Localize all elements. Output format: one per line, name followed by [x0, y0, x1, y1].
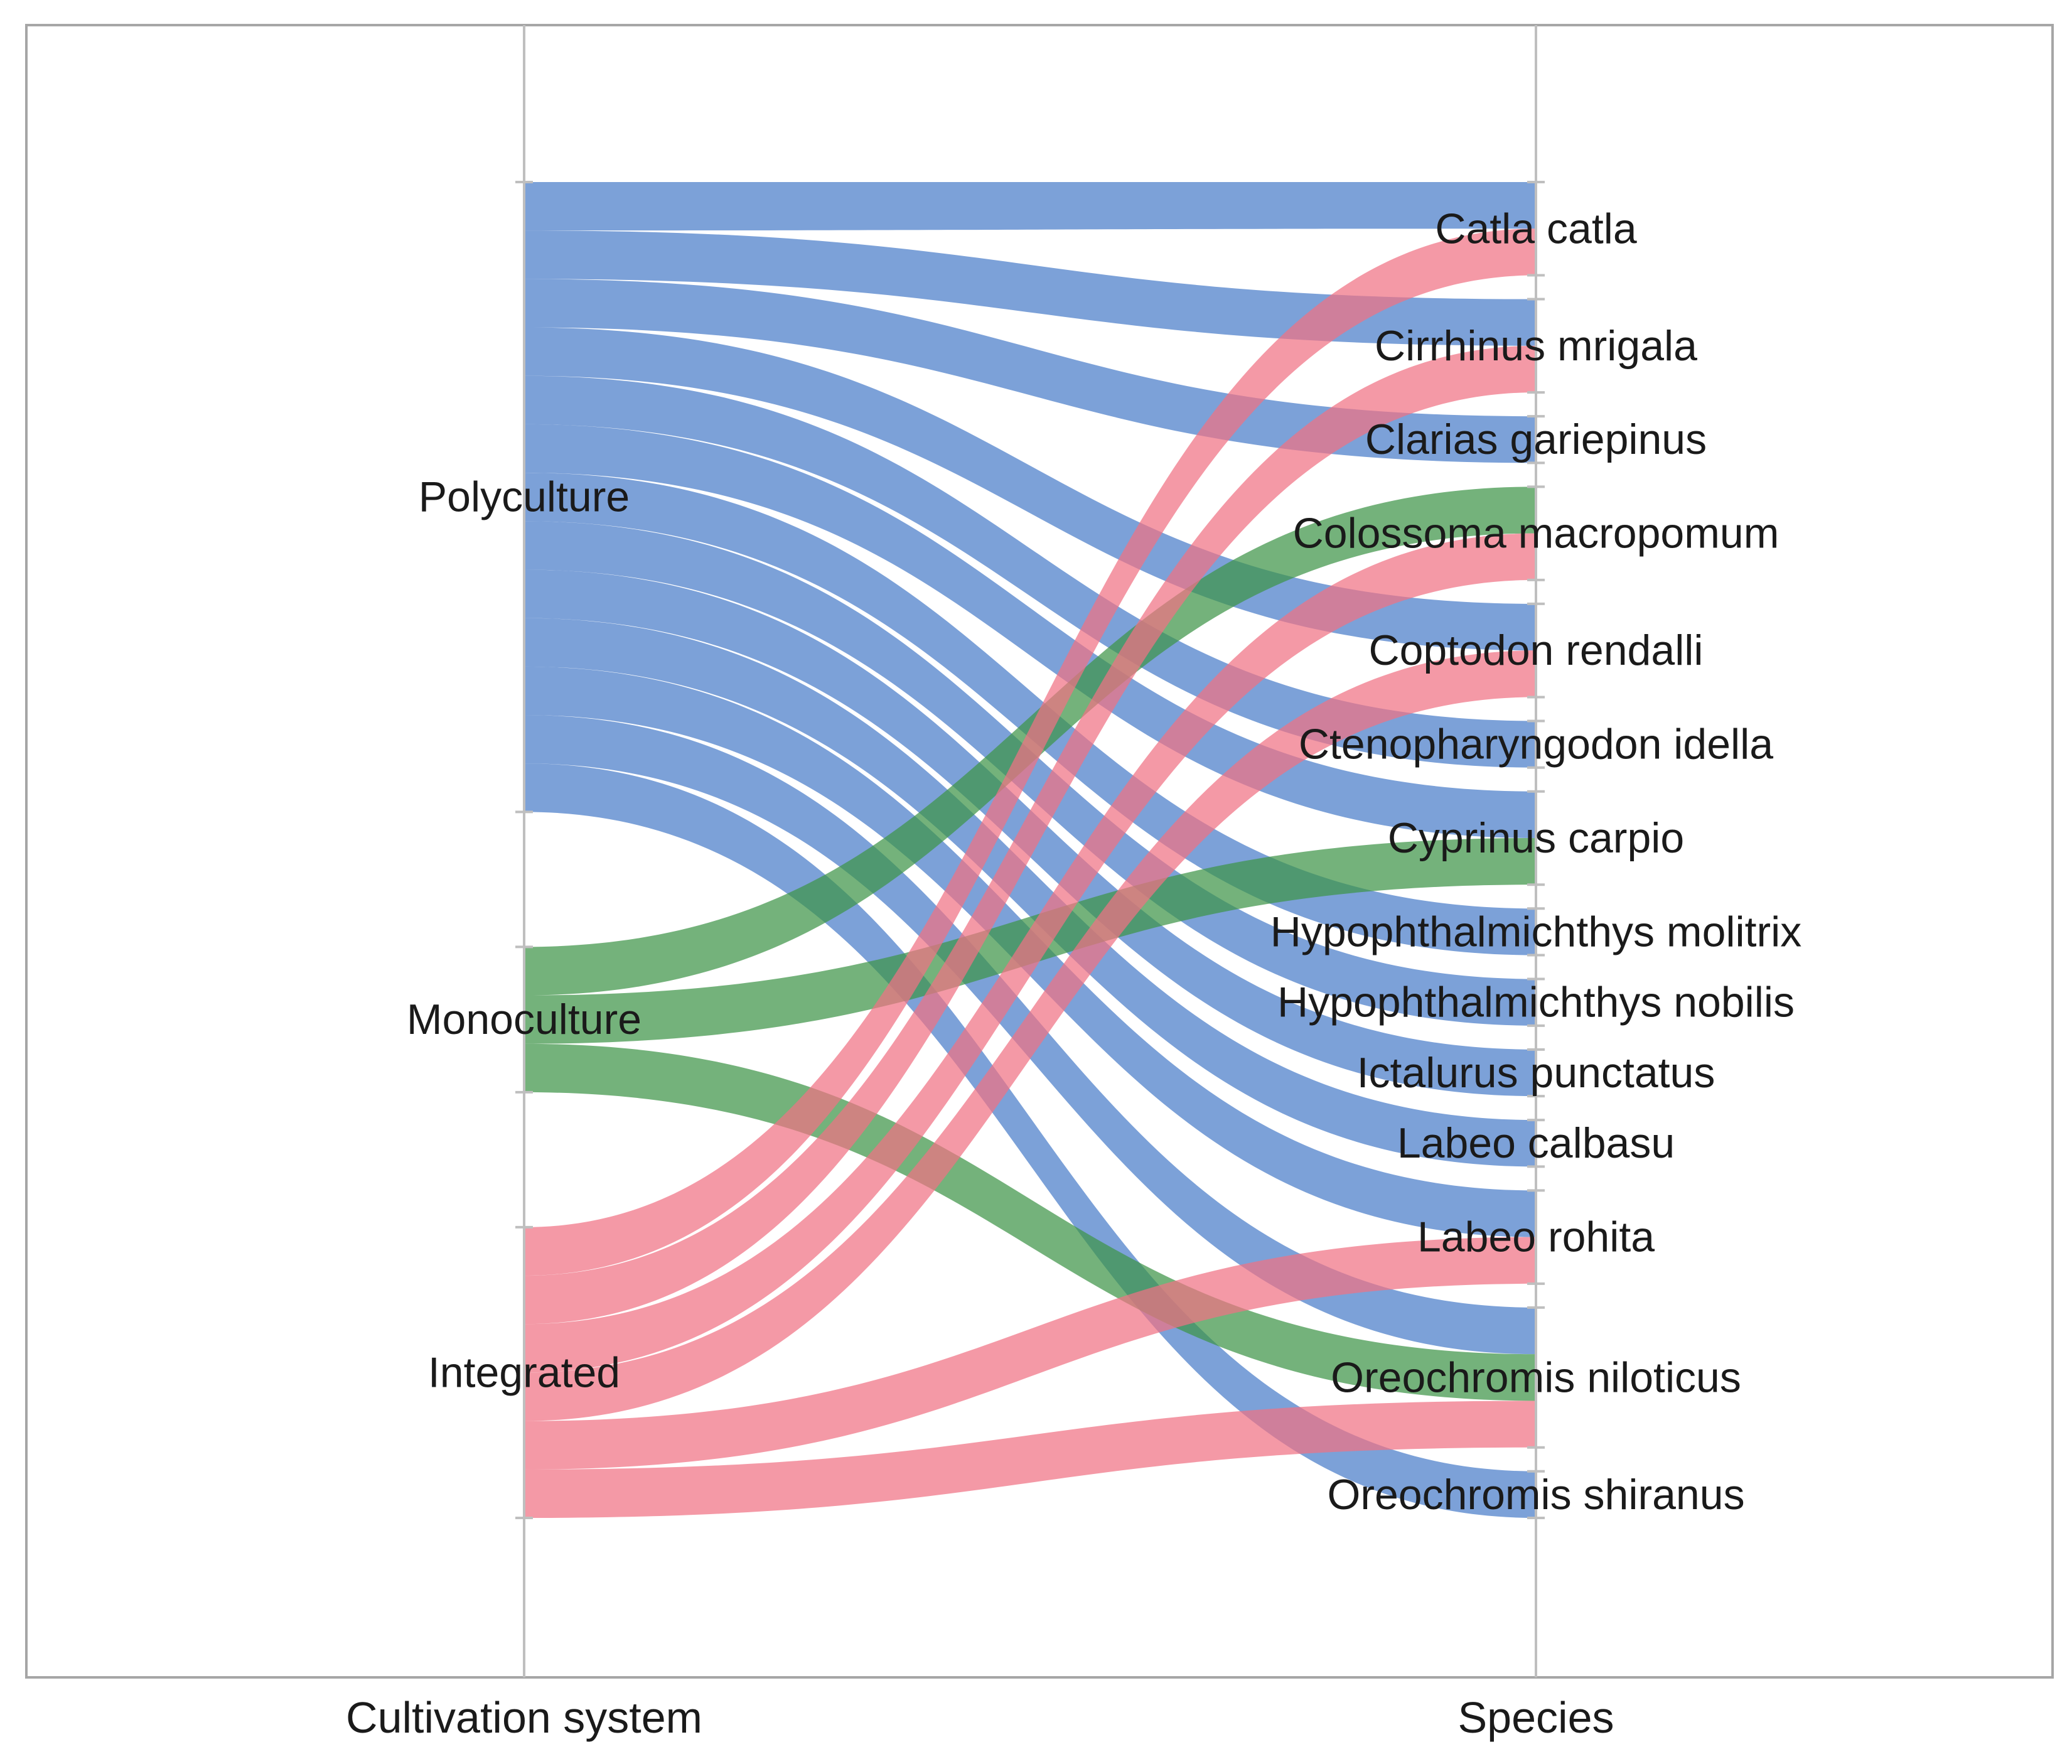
flow-polyculture-labeo-calbasu — [524, 618, 1536, 1167]
flow-polyculture-hypophthalmichthys-molitrix — [524, 473, 1536, 955]
species-label-oreochromis-shiranus: Oreochromis shiranus — [1327, 1471, 1744, 1519]
flow-polyculture-catla-catla — [524, 182, 1536, 231]
species-label-catla-catla: Catla catla — [1435, 205, 1636, 252]
species-label-colossoma-macropomum: Colossoma macropomum — [1293, 510, 1779, 557]
flow-integrated-coptodon-rendalli — [524, 650, 1536, 1421]
dimension-label-left: Cultivation system — [346, 1693, 702, 1742]
species-label-ctenopharyngodon-idella: Ctenopharyngodon idella — [1299, 721, 1773, 768]
flow-polyculture-cirrhinus-mrigala — [524, 230, 1536, 346]
flow-integrated-oreochromis-niloticus — [524, 1401, 1536, 1518]
species-label-ictalurus-punctatus: Ictalurus punctatus — [1357, 1049, 1715, 1097]
system-label-integrated: Integrated — [428, 1348, 620, 1396]
flow-polyculture-clarias-gariepinus — [524, 279, 1536, 463]
flow-ribbons — [524, 182, 1536, 1518]
species-label-hypophthalmichthys-nobilis: Hypophthalmichthys nobilis — [1277, 979, 1795, 1026]
species-label-cyprinus-carpio: Cyprinus carpio — [1388, 814, 1684, 862]
flow-polyculture-ctenopharyngodon-idella — [524, 375, 1536, 768]
flow-polyculture-cyprinus-carpio — [524, 424, 1536, 838]
dimension-axes — [515, 25, 1545, 1677]
species-label-oreochromis-niloticus: Oreochromis niloticus — [1331, 1353, 1741, 1401]
species-label-hypophthalmichthys-molitrix: Hypophthalmichthys molitrix — [1270, 908, 1802, 955]
species-label-labeo-calbasu: Labeo calbasu — [1397, 1119, 1675, 1167]
node-labels: Polyculture Monoculture Integrated Catla ca… — [407, 205, 1801, 1519]
species-label-coptodon-rendalli: Coptodon rendalli — [1368, 627, 1703, 674]
species-label-clarias-gariepinus: Clarias gariepinus — [1365, 416, 1707, 463]
species-label-cirrhinus-mrigala: Cirrhinus mrigala — [1375, 322, 1697, 370]
species-label-labeo-rohita: Labeo rohita — [1417, 1213, 1655, 1261]
dimension-label-right: Species — [1457, 1693, 1614, 1742]
flow-monoculture-oreochromis-niloticus — [524, 1043, 1536, 1401]
flow-integrated-cirrhinus-mrigala — [524, 345, 1536, 1325]
flow-polyculture-coptodon-rendalli — [524, 327, 1536, 651]
system-label-polyculture: Polyculture — [419, 473, 630, 521]
system-label-monoculture: Monoculture — [407, 996, 641, 1043]
flow-polyculture-oreochromis-shiranus — [524, 763, 1536, 1518]
flow-integrated-colossoma-macropomum — [524, 533, 1536, 1373]
plot-frame — [25, 24, 2054, 1679]
flow-integrated-catla-catla — [524, 229, 1536, 1276]
flow-integrated-labeo-rohita — [524, 1237, 1536, 1470]
